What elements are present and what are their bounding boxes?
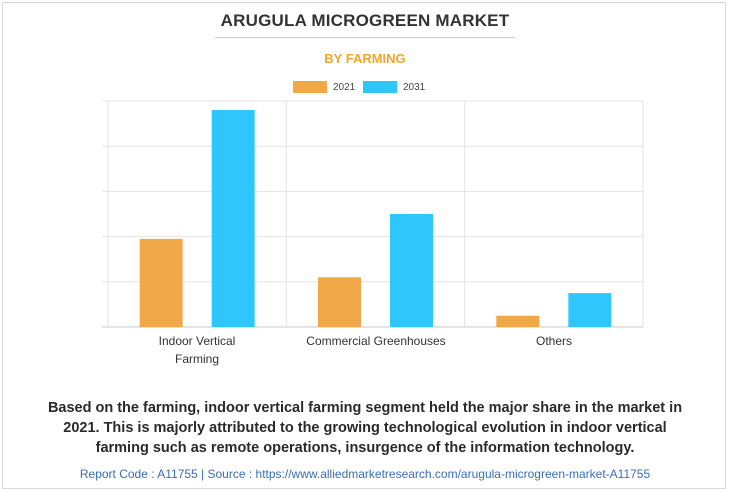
caption-line-2: 2021. This is majorly attributed to the …	[63, 420, 667, 436]
caption-line-1: Based on the farming, indoor vertical fa…	[47, 400, 683, 416]
bar-2021-3	[496, 315, 540, 327]
category-label-line: Indoor Vertical	[158, 334, 236, 348]
bar-2021-1	[139, 238, 183, 327]
category-label-commercial-greenhouses: Commercial Greenhouses	[286, 332, 466, 350]
title-divider	[215, 37, 515, 38]
legend-label-2031: 2031	[403, 81, 426, 93]
legend-swatch-2021	[293, 81, 327, 93]
category-label-line: Farming	[174, 352, 219, 366]
chart-frame	[2, 2, 726, 489]
bar-2031-2	[390, 214, 433, 327]
source-footer: Report Code : A11755 | Source : https://…	[79, 467, 651, 481]
chart-title: ARUGULA MICROGREEN MARKET	[220, 11, 510, 30]
category-label-line: Others	[535, 334, 572, 348]
legend-item-2031: 2031	[363, 80, 425, 94]
legend-label-2021: 2021	[333, 81, 356, 93]
chart-caption: Based on the farming, indoor vertical fa…	[0, 398, 730, 458]
legend-swatch-2031	[363, 81, 397, 93]
bar-2021-2	[318, 277, 361, 327]
bar-2031-1	[211, 110, 255, 327]
chart-legend: 2021 2031	[0, 80, 730, 94]
category-label-line: Commercial Greenhouses	[306, 334, 446, 348]
caption-line-3: farming such as remote operations, insur…	[95, 440, 635, 456]
category-label-indoor-vertical-farming: Indoor Vertical Farming	[122, 332, 272, 368]
chart-subtitle: BY FARMING	[324, 51, 406, 66]
bar-chart-plot	[102, 100, 644, 328]
legend-item-2021: 2021	[293, 80, 355, 94]
category-label-others: Others	[494, 332, 614, 350]
bar-2031-3	[568, 293, 612, 327]
